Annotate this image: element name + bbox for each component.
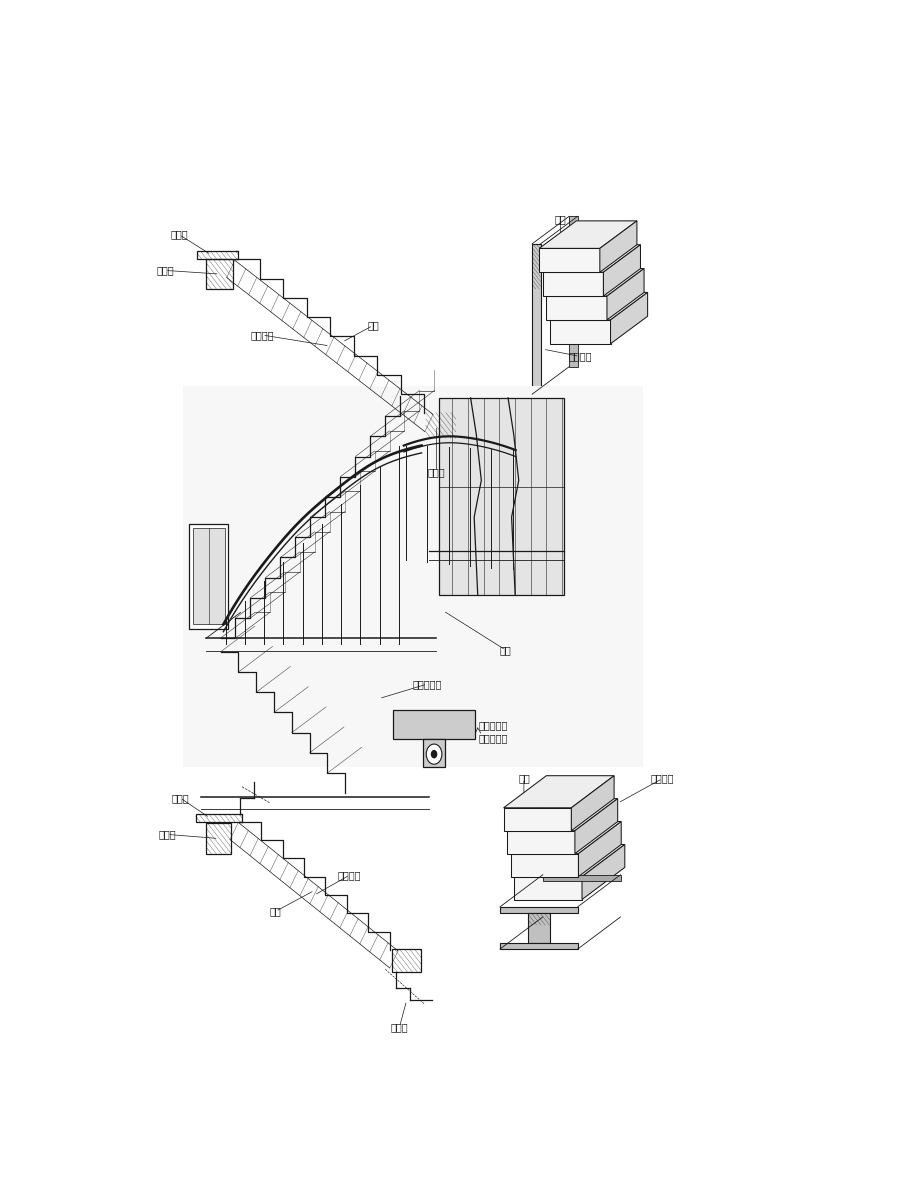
Polygon shape (546, 268, 643, 297)
Polygon shape (542, 244, 640, 273)
Bar (196, 815, 242, 823)
Text: 踏步: 踏步 (517, 773, 529, 784)
Polygon shape (578, 822, 620, 877)
Bar (439, 398, 563, 596)
Polygon shape (514, 877, 582, 899)
Text: 梯段斜梁: 梯段斜梁 (250, 330, 274, 339)
Text: 平台板: 平台板 (170, 230, 187, 239)
Polygon shape (514, 844, 624, 877)
Circle shape (425, 744, 441, 765)
Bar (197, 251, 238, 260)
Polygon shape (539, 220, 636, 249)
Polygon shape (506, 831, 574, 854)
Polygon shape (506, 799, 617, 831)
Bar (500, 906, 577, 913)
Bar (192, 528, 224, 624)
Bar (528, 913, 550, 942)
Polygon shape (603, 244, 640, 297)
Text: 梯段斜梁: 梯段斜梁 (650, 773, 674, 784)
Polygon shape (550, 320, 610, 344)
Text: 平台板: 平台板 (171, 793, 188, 803)
Bar (189, 524, 228, 629)
Bar (569, 217, 577, 367)
Text: 踏步: 踏步 (554, 214, 566, 224)
Bar (391, 949, 420, 972)
Text: 平台梁: 平台梁 (158, 829, 176, 840)
Text: 平台墩: 平台墩 (391, 1022, 408, 1031)
Text: 平台梁: 平台梁 (427, 467, 445, 478)
Text: 踏步: 踏步 (367, 320, 379, 330)
Polygon shape (574, 799, 617, 854)
Text: 梯段斜梁: 梯段斜梁 (337, 871, 361, 880)
Polygon shape (610, 293, 647, 344)
Polygon shape (550, 293, 647, 320)
Polygon shape (582, 844, 624, 899)
Text: 梁的尺寸及: 梁的尺寸及 (478, 721, 507, 730)
Text: 梯梁: 梯梁 (499, 646, 511, 655)
Polygon shape (546, 297, 607, 320)
Bar (392, 710, 474, 738)
Text: 梯段斜梁: 梯段斜梁 (568, 351, 591, 361)
Bar (206, 260, 233, 288)
Polygon shape (607, 268, 643, 320)
Bar (183, 386, 641, 767)
Polygon shape (510, 854, 578, 877)
Polygon shape (503, 775, 614, 807)
Bar (425, 412, 455, 438)
Polygon shape (510, 822, 620, 854)
Text: 平台梁: 平台梁 (156, 266, 174, 275)
Polygon shape (571, 775, 614, 831)
Text: 悬挑踏步板: 悬挑踏步板 (412, 679, 441, 688)
Circle shape (430, 750, 437, 759)
Bar (531, 244, 540, 394)
Polygon shape (542, 273, 603, 297)
Polygon shape (599, 220, 636, 273)
Polygon shape (503, 807, 571, 831)
Bar (206, 823, 231, 854)
Bar (542, 874, 619, 881)
Text: 踏步: 踏步 (269, 906, 281, 916)
Bar (500, 942, 577, 949)
Polygon shape (539, 249, 599, 273)
Text: 钢筋按设计: 钢筋按设计 (478, 732, 507, 743)
Bar (422, 738, 445, 767)
